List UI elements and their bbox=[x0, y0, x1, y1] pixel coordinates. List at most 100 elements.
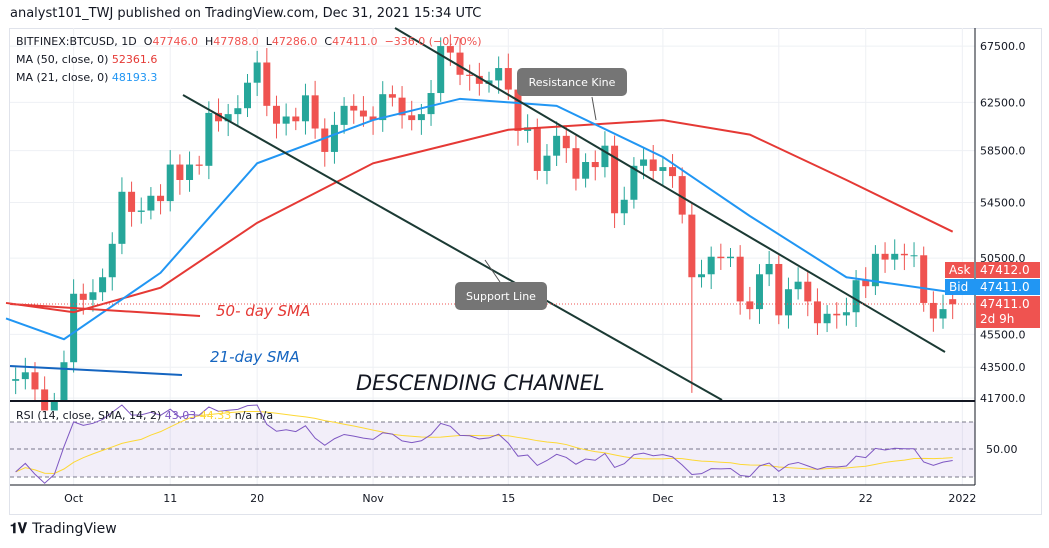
close-label: C bbox=[324, 35, 333, 48]
candle bbox=[398, 86, 406, 129]
symbol: BITFINEX:BTCUSD, 1D bbox=[16, 35, 137, 48]
open-label: O bbox=[143, 35, 153, 48]
candle-body bbox=[292, 116, 300, 122]
candle-body bbox=[688, 214, 696, 278]
rsi-legend[interactable]: RSI (14, close, SMA, 14, 2) 43.03 44.33 … bbox=[16, 409, 273, 422]
time-tick: 2022 bbox=[948, 492, 976, 505]
candle-body bbox=[485, 80, 493, 84]
ma50-line bbox=[5, 119, 954, 314]
candle bbox=[263, 48, 271, 117]
candle-body bbox=[533, 127, 541, 171]
candle-body bbox=[678, 176, 686, 215]
candle-body bbox=[582, 162, 590, 179]
channel-label: DESCENDING CHANNEL bbox=[356, 371, 605, 395]
candle-body bbox=[630, 165, 638, 200]
candle-body bbox=[939, 309, 947, 319]
candle-body bbox=[427, 93, 435, 115]
ma21-value: 48193.3 bbox=[111, 71, 158, 84]
rsi-sma-line bbox=[15, 410, 953, 474]
candle-body bbox=[504, 68, 512, 90]
candle-body bbox=[301, 95, 309, 122]
candle bbox=[804, 271, 812, 317]
tv-logo-icon: 𝟏𝐕 bbox=[10, 521, 28, 537]
candle bbox=[234, 95, 242, 126]
candle-body bbox=[359, 110, 367, 117]
candle-body bbox=[649, 159, 657, 171]
price-tick: 43500.0 bbox=[980, 361, 1026, 374]
candle-body bbox=[736, 256, 744, 302]
candle bbox=[311, 80, 319, 139]
candle-body bbox=[698, 274, 706, 278]
candle bbox=[437, 37, 445, 102]
candle bbox=[871, 245, 879, 296]
candle-body bbox=[842, 312, 850, 316]
candle bbox=[891, 239, 899, 270]
candle bbox=[727, 248, 734, 267]
ma50-legend[interactable]: MA (50, close, 0) 52361.6 bbox=[16, 53, 157, 66]
candle bbox=[157, 184, 165, 215]
symbol-legend: BITFINEX:BTCUSD, 1D O47746.0 H47788.0 L4… bbox=[16, 35, 482, 48]
candle-body bbox=[823, 313, 831, 324]
candle-body bbox=[746, 301, 754, 310]
low-value: 47286.0 bbox=[271, 35, 318, 48]
candle bbox=[707, 246, 715, 290]
candle-body bbox=[60, 362, 68, 402]
ma50-label: MA (50, close, 0) bbox=[16, 53, 109, 66]
candle bbox=[60, 350, 68, 402]
candle-body bbox=[89, 292, 97, 300]
candle-body bbox=[659, 167, 667, 171]
candle-body bbox=[311, 95, 319, 129]
price-tick: 58500.0 bbox=[980, 145, 1026, 158]
candle-body bbox=[804, 281, 812, 302]
candle bbox=[611, 135, 619, 229]
candle-body bbox=[891, 253, 899, 260]
candle bbox=[553, 121, 561, 166]
candle bbox=[746, 286, 754, 320]
candle-body bbox=[417, 114, 425, 121]
resistance-label: Resistance Kine bbox=[529, 76, 616, 89]
candle bbox=[582, 153, 590, 188]
candle-body bbox=[466, 74, 474, 76]
candle-body bbox=[108, 243, 116, 278]
close-value: 47411.0 bbox=[332, 35, 378, 48]
time-tick: 13 bbox=[772, 492, 786, 505]
candle bbox=[50, 392, 58, 411]
ma21-legend[interactable]: MA (21, close, 0) 48193.3 bbox=[16, 71, 157, 84]
sma21-marker-line bbox=[9, 365, 183, 376]
tradingview-logo[interactable]: 𝟏𝐕 TradingView bbox=[10, 521, 117, 537]
candle-body bbox=[350, 105, 358, 111]
price-tick: 41700.0 bbox=[980, 392, 1026, 405]
time-tick: 15 bbox=[501, 492, 515, 505]
candle bbox=[833, 302, 841, 329]
candle-body bbox=[379, 94, 387, 121]
candle bbox=[128, 181, 136, 227]
candle-body bbox=[137, 210, 145, 212]
price-tick: 67500.0 bbox=[980, 40, 1026, 53]
price-tick: 50500.0 bbox=[980, 252, 1026, 265]
candle-body bbox=[234, 108, 242, 115]
candle-body bbox=[21, 372, 29, 380]
candle bbox=[736, 245, 744, 315]
time-tick: Nov bbox=[362, 492, 384, 505]
candle-body bbox=[388, 94, 396, 98]
support-callout-pointer bbox=[484, 259, 501, 283]
candle bbox=[504, 53, 512, 100]
candle-body bbox=[562, 135, 570, 149]
candle bbox=[881, 242, 889, 273]
candle bbox=[900, 243, 908, 271]
resistance-callout-pointer bbox=[591, 96, 597, 121]
candle-body bbox=[620, 199, 628, 214]
time-tick: Dec bbox=[652, 492, 673, 505]
candle-body bbox=[12, 379, 20, 381]
candle-body bbox=[475, 75, 483, 84]
candle-body bbox=[437, 46, 445, 94]
candle bbox=[359, 96, 367, 127]
candle-body bbox=[920, 255, 928, 303]
bid-price: 47411.0 bbox=[976, 279, 1040, 295]
candle bbox=[41, 376, 49, 411]
candle-body bbox=[640, 159, 648, 166]
candle-body bbox=[31, 372, 39, 390]
candle bbox=[659, 156, 667, 186]
